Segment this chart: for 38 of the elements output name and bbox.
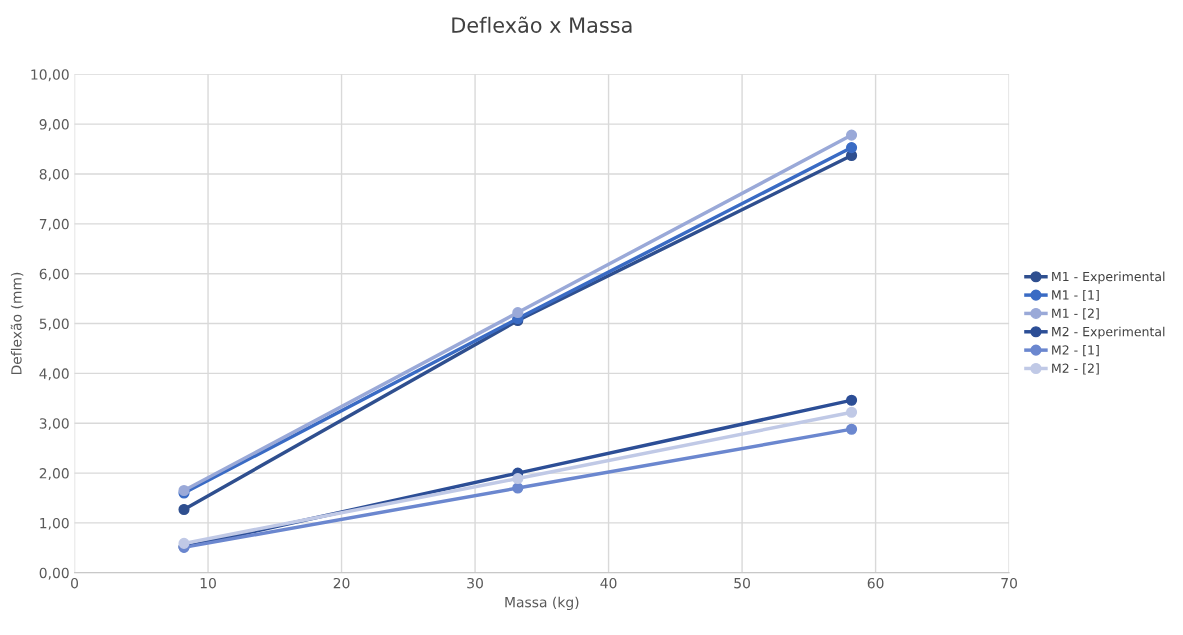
x-tick-label: 40 (600, 577, 617, 589)
y-tick-label: 7,00 (39, 218, 69, 231)
y-tick-label: 5,00 (39, 318, 69, 331)
x-tick-label: 10 (200, 577, 216, 589)
legend-label: M2 - [1] (1052, 345, 1099, 357)
y-tick-label: 6,00 (39, 268, 69, 281)
point (846, 406, 858, 418)
y-tick-label: 1,00 (40, 517, 69, 530)
x-tick-label: 30 (467, 577, 483, 589)
x-axis-title: Massa (kg) (505, 596, 579, 611)
y-tick-label: 3,00 (39, 418, 69, 431)
point (846, 394, 858, 406)
legend-label: M2 - [2] (1052, 363, 1099, 375)
x-tick-label: 50 (734, 577, 750, 589)
point (512, 307, 524, 319)
legend-label: M1 - Experimental (1052, 271, 1165, 284)
y-tick-label: 4,00 (39, 368, 69, 381)
y-tick-label: 8,00 (39, 168, 69, 181)
x-tick-label: 0 (71, 577, 79, 589)
legend-label: M1 - [2] (1052, 308, 1099, 320)
y-tick-label: 9,00 (39, 119, 69, 132)
x-tick-label: 60 (867, 577, 884, 589)
y-axis-title: Deflexão (mm) (10, 272, 24, 375)
y-tick-label: 2,00 (39, 468, 69, 480)
point (512, 473, 524, 485)
point (178, 503, 190, 516)
legend-label: M2 - Experimental (1052, 326, 1165, 339)
y-tick-label: 0,00 (39, 567, 69, 580)
point (846, 423, 858, 435)
x-tick-label: 70 (1001, 577, 1018, 589)
legend-label: M1 - [1] (1052, 289, 1099, 302)
point (846, 129, 858, 141)
point (178, 537, 190, 549)
point (846, 142, 858, 154)
y-tick-label: 10,00 (31, 69, 69, 82)
chart-title: Deflexão x Massa (452, 16, 632, 33)
x-tick-label: 20 (333, 577, 350, 589)
point (512, 482, 524, 494)
